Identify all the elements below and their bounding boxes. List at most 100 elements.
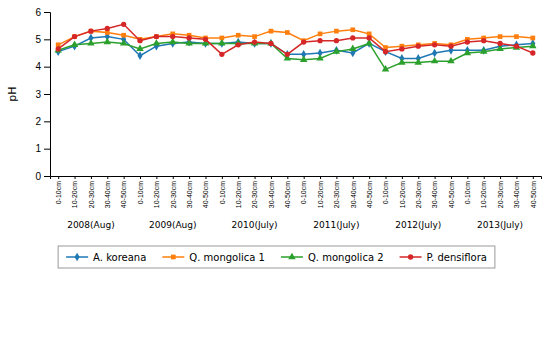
x-tick-label: 0-10cm <box>464 181 471 205</box>
x-tick-label: 0-10cm <box>137 181 144 205</box>
x-tick-label: 30-40cm <box>513 181 520 208</box>
point <box>170 34 175 39</box>
point <box>268 41 273 46</box>
point <box>89 29 94 34</box>
y-tick-mark <box>44 67 50 68</box>
x-tick: 20-30cm <box>88 176 95 208</box>
y-tick-label: 2 <box>35 116 41 127</box>
point <box>465 39 470 44</box>
y-tick: 5 <box>35 34 50 45</box>
point <box>301 39 306 44</box>
point <box>56 46 61 51</box>
point <box>481 38 486 43</box>
legend-item: A. koreana <box>66 252 146 263</box>
point <box>285 52 290 57</box>
point <box>530 36 535 41</box>
x-tick: 10-20cm <box>399 176 406 208</box>
x-tick: 0-10cm <box>464 176 471 204</box>
y-tick-mark <box>44 149 50 150</box>
point <box>72 34 77 39</box>
x-tick-mark <box>238 176 239 179</box>
legend-frame <box>58 246 495 268</box>
point <box>87 39 94 45</box>
point <box>218 39 225 45</box>
x-tick-label: 0-10cm <box>55 181 62 205</box>
x-tick: 10-20cm <box>153 176 160 208</box>
legend-label: Q. mongolica 1 <box>189 252 265 263</box>
point <box>497 41 502 46</box>
x-tick-mark <box>271 176 272 179</box>
point <box>480 47 487 53</box>
y-tick: 1 <box>35 143 50 154</box>
x-tick: 30-40cm <box>431 176 438 208</box>
x-tick: 20-30cm <box>497 176 504 208</box>
x-tick: 20-30cm <box>251 176 258 208</box>
point <box>513 43 520 49</box>
point <box>72 34 77 39</box>
y-axis: 0123456 <box>35 7 50 182</box>
point <box>252 39 257 48</box>
point <box>367 35 372 40</box>
point <box>316 54 323 60</box>
x-tick-mark <box>205 176 206 179</box>
point <box>399 46 404 51</box>
point <box>121 33 126 38</box>
point <box>514 34 519 39</box>
x-tick-mark <box>222 176 223 179</box>
x-tick-label: 20-30cm <box>333 181 340 208</box>
point <box>431 57 438 63</box>
y-tick-label: 3 <box>35 89 41 100</box>
x-tick-label: 40-50cm <box>120 181 127 208</box>
point <box>236 42 241 47</box>
x-tick-label: 30-40cm <box>104 181 111 208</box>
point <box>105 26 110 31</box>
x-tick-label: 0-10cm <box>300 181 307 205</box>
x-tick-mark <box>173 176 174 179</box>
point <box>350 27 355 32</box>
point <box>317 38 322 43</box>
point <box>251 39 258 45</box>
series-line <box>58 24 533 54</box>
y-tick: 4 <box>35 61 50 72</box>
point <box>447 57 454 63</box>
x-tick: 40-50cm <box>448 176 455 208</box>
legend-swatch-marker <box>75 253 80 262</box>
point <box>432 49 437 58</box>
point <box>136 45 143 51</box>
y-tick-mark <box>44 94 50 95</box>
series-line <box>58 42 533 69</box>
x-tick-mark <box>156 176 157 179</box>
point <box>300 56 307 62</box>
x-tick-label: 40-50cm <box>202 181 209 208</box>
x-tick: 30-40cm <box>513 176 520 208</box>
point <box>153 39 160 45</box>
series <box>56 22 536 57</box>
point <box>137 38 142 43</box>
x-tick-mark <box>369 176 370 179</box>
x-tick-mark <box>353 176 354 179</box>
x-tick-mark <box>467 176 468 179</box>
group-label: 2013(July) <box>477 220 523 230</box>
x-tick: 10-20cm <box>317 176 324 208</box>
point <box>104 38 111 44</box>
point <box>285 30 290 35</box>
x-tick-mark <box>418 176 419 179</box>
x-tick: 30-40cm <box>268 176 275 208</box>
x-axis: 0-10cm 10-20cm 20-30cm 30-40cm 40-50cm 0-10cm… <box>51 176 542 208</box>
y-tick: 0 <box>35 171 50 182</box>
group-label: 2010(July) <box>232 220 278 230</box>
point <box>349 45 356 51</box>
x-tick-label: 40-50cm <box>284 181 291 208</box>
point <box>382 65 389 71</box>
y-tick: 3 <box>35 89 50 100</box>
x-tick-mark <box>320 176 321 179</box>
group-label: 2008(Aug) <box>67 220 115 230</box>
x-tick-label: 0-10cm <box>382 181 389 205</box>
x-tick: 0-10cm <box>55 176 62 204</box>
point <box>333 47 340 53</box>
x-tick-mark <box>484 176 485 179</box>
x-tick: 20-30cm <box>333 176 340 208</box>
y-tick-mark <box>44 176 50 177</box>
x-tick-mark <box>402 176 403 179</box>
x-tick-mark <box>58 176 59 179</box>
